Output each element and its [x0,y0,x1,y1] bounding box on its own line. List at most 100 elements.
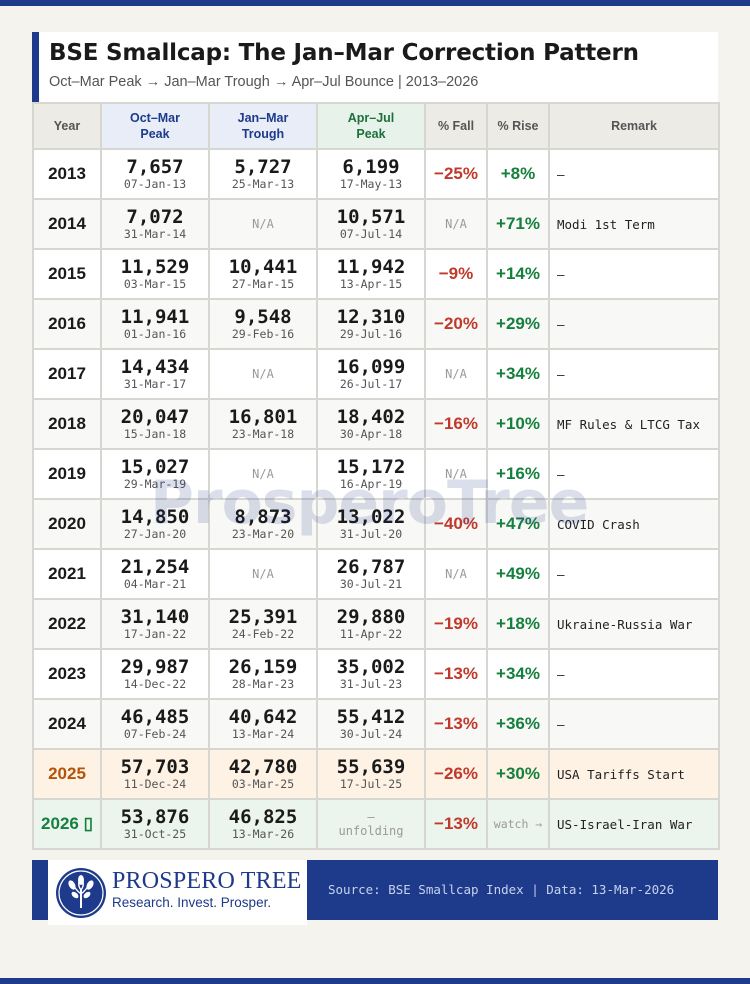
oct-mar-peak-cell: 15,027 29-Mar-19 [100,448,210,500]
index-value: 53,876 [120,806,190,828]
fall-cell: −19% [424,598,488,650]
fall-value: −9% [438,264,474,283]
index-date: 17-May-13 [339,177,403,191]
index-value: 14,434 [120,356,190,378]
oct-mar-peak-cell: 29,987 14-Dec-22 [100,648,210,700]
col-jan-mar-label: Jan–Mar [237,111,289,125]
remark-cell: US-Israel-Iran War [548,798,720,850]
source-note: Source: BSE Smallcap Index | Data: 13-Ma… [328,882,675,897]
year-cell: 2015 [32,248,102,300]
index-date: 29-Feb-16 [231,327,295,341]
col-rise-header: % Rise [486,102,550,150]
rise-cell: +49% [486,548,550,600]
index-value: 16,099 [336,356,406,378]
apr-jul-peak-cell: 29,880 11-Apr-22 [316,598,426,650]
fall-value: −19% [434,614,478,633]
year-cell: 2026 ▯ [32,798,102,850]
rise-value: +30% [496,764,540,783]
oct-mar-peak-cell: 7,072 31-Mar-14 [100,198,210,250]
jan-mar-trough-cell: 5,727 25-Mar-13 [208,148,318,200]
table-row: 2013 7,657 07-Jan-13 5,727 25-Mar-13 6,199 17-… [32,148,720,200]
col-year-header: Year [32,102,102,150]
page-subtitle: Oct–Mar Peak → Jan–Mar Trough → Apr–Jul … [49,74,479,90]
not-available: N/A [252,217,274,231]
index-date: 11-Dec-24 [123,777,187,791]
index-date: 14-Dec-22 [123,677,187,691]
year-cell: 2022 [32,598,102,650]
fall-cell: −13% [424,698,488,750]
index-date: 15-Jan-18 [123,427,187,441]
index-value: 10,571 [336,206,406,228]
index-date: 31-Mar-17 [123,377,187,391]
index-date: 26-Jul-17 [339,377,403,391]
index-value: 46,825 [228,806,298,828]
apr-jul-peak-cell: 6,199 17-May-13 [316,148,426,200]
rise-value: +34% [496,364,540,383]
rise-cell: +30% [486,748,550,800]
fall-value: −13% [434,664,478,683]
col-jan-mar-trough-header: Jan–Mar Trough [208,102,318,150]
remark-cell: – [548,448,720,500]
index-value: 6,199 [342,156,400,178]
index-value: 14,850 [120,506,190,528]
index-date: 03-Mar-25 [231,777,295,791]
apr-jul-peak-cell: 15,172 16-Apr-19 [316,448,426,500]
index-date: 29-Jul-16 [339,327,403,341]
fall-cell: −40% [424,498,488,550]
top-accent-bar [0,0,750,6]
fall-value: −13% [434,814,478,833]
rise-value: watch → [493,817,543,831]
remark-cell: Ukraine-Russia War [548,598,720,650]
rise-value: +14% [496,264,540,283]
index-value: 20,047 [120,406,190,428]
col-apr-jul-label: Apr–Jul [347,111,395,125]
apr-jul-peak-cell: 13,022 31-Jul-20 [316,498,426,550]
year-cell: 2018 [32,398,102,450]
oct-mar-peak-cell: 31,140 17-Jan-22 [100,598,210,650]
index-date: 30-Jul-21 [339,577,403,591]
index-date: 04-Mar-21 [123,577,187,591]
index-date: 27-Jan-20 [123,527,187,541]
header-panel: BSE Smallcap: The Jan–Mar Correction Pat… [32,32,718,102]
index-value: 5,727 [234,156,292,178]
fall-value: N/A [445,567,467,581]
fall-cell: N/A [424,348,488,400]
jan-mar-trough-cell: 9,548 29-Feb-16 [208,298,318,350]
apr-jul-peak-cell: 26,787 30-Jul-21 [316,548,426,600]
fall-value: −20% [434,314,478,333]
fall-cell: N/A [424,198,488,250]
oct-mar-peak-cell: 7,657 07-Jan-13 [100,148,210,200]
rise-cell: +8% [486,148,550,200]
remark-cell: – [548,548,720,600]
table-row: 2017 14,434 31-Mar-17 N/A 16,099 26-Jul-17 N/A… [32,348,720,400]
fall-cell: −26% [424,748,488,800]
col-oct-mar-label: Oct–Mar [129,111,181,125]
index-value: 29,987 [120,656,190,678]
col-apr-jul-sublabel: Peak [356,127,386,141]
index-date: 30-Apr-18 [339,427,403,441]
index-date: 03-Mar-15 [123,277,187,291]
remark-cell: – [548,248,720,300]
rise-cell: +36% [486,698,550,750]
index-value: 8,873 [234,506,292,528]
jan-mar-trough-cell: N/A [208,198,318,250]
index-value: 21,254 [120,556,190,578]
index-date: 31-Jul-23 [339,677,403,691]
index-date: 07-Jan-13 [123,177,187,191]
rise-value: +49% [496,564,540,583]
index-date: 13-Mar-26 [231,827,295,841]
apr-jul-peak-cell: – unfolding [316,798,426,850]
index-value: 11,941 [120,306,190,328]
index-value: 16,801 [228,406,298,428]
tree-logo-icon [56,868,106,918]
table-row: 2024 46,485 07-Feb-24 40,642 13-Mar-24 55,412… [32,698,720,750]
rise-cell: watch → [486,798,550,850]
not-available: N/A [252,367,274,381]
oct-mar-peak-cell: 11,529 03-Mar-15 [100,248,210,300]
fall-value: N/A [445,367,467,381]
index-value: 10,441 [228,256,298,278]
page-title: BSE Smallcap: The Jan–Mar Correction Pat… [49,40,639,66]
remark-cell: – [548,148,720,200]
apr-jul-peak-cell: 18,402 30-Apr-18 [316,398,426,450]
index-date: 28-Mar-23 [231,677,295,691]
